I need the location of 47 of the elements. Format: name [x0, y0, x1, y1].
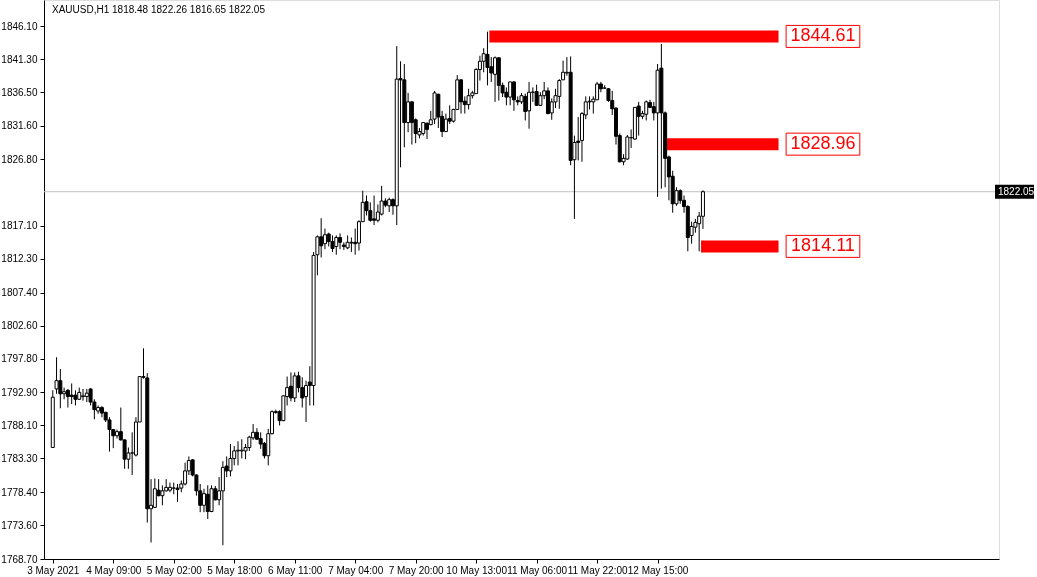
candlestick: [288, 371, 293, 402]
y-tick-label: 1836.50: [1, 86, 38, 98]
y-tick-label: 1817.10: [1, 220, 38, 232]
y-tick-label: 1797.80: [1, 353, 38, 365]
y-tick-label: 1773.60: [1, 519, 38, 531]
candlestick: [485, 31, 490, 86]
y-tick-label: 1768.70: [1, 553, 38, 565]
x-tick-label: 10 May 13:00: [446, 564, 508, 576]
x-tick-label: 3 May 2021: [27, 564, 80, 576]
candlestick: [236, 440, 240, 466]
y-tick-label: 1812.30: [1, 253, 38, 265]
y-tick-label: 1826.80: [1, 153, 38, 165]
candlestick: [292, 371, 297, 403]
x-tick-label: 12 May 15:00: [627, 564, 689, 576]
ref-line-label: 1844.61: [790, 25, 856, 46]
y-tick-label: 1807.40: [1, 287, 38, 299]
candlestick: [220, 460, 225, 546]
candlestick: [425, 122, 429, 140]
y-tick-label: 1783.30: [1, 452, 38, 464]
candlestick: [409, 100, 414, 146]
y-tick-label: 1841.30: [1, 53, 38, 65]
x-tick-label: 11 May 06:00: [507, 564, 568, 576]
ref-line-label: 1814.11: [791, 235, 855, 256]
candlestick: [527, 81, 532, 130]
candlestick: [319, 217, 324, 258]
candlestick: [508, 81, 513, 106]
y-tick-label: 1831.60: [1, 120, 38, 132]
candlestick: [511, 80, 516, 112]
ref-line-label: 1822.05: [998, 185, 1035, 197]
y-tick-label: 1802.60: [1, 320, 38, 332]
candlestick: [239, 438, 244, 459]
x-tick-label: 4 May 09:00: [86, 564, 142, 576]
y-tick-label: 1792.90: [1, 386, 38, 398]
y-tick-label: 1788.10: [1, 419, 38, 431]
candlestick: [167, 482, 172, 493]
chart-title: XAUUSD,H1 1818.48 1822.26 1816.65 1822.05: [52, 4, 266, 15]
x-tick-label: 5 May 18:00: [207, 564, 263, 576]
candlestick: [54, 356, 59, 395]
y-tick-label: 1846.10: [1, 20, 38, 32]
x-tick-label: 7 May 20:00: [388, 564, 445, 576]
ref-line-label: 1828.96: [790, 133, 856, 154]
x-tick-label: 7 May 04:00: [328, 564, 384, 576]
x-tick-label: 11 May 22:00: [567, 564, 628, 576]
y-tick-label: 1778.40: [1, 486, 38, 498]
x-tick-label: 6 May 11:00: [268, 564, 323, 576]
x-tick-label: 5 May 02:00: [146, 564, 203, 576]
candlestick: [228, 443, 233, 477]
